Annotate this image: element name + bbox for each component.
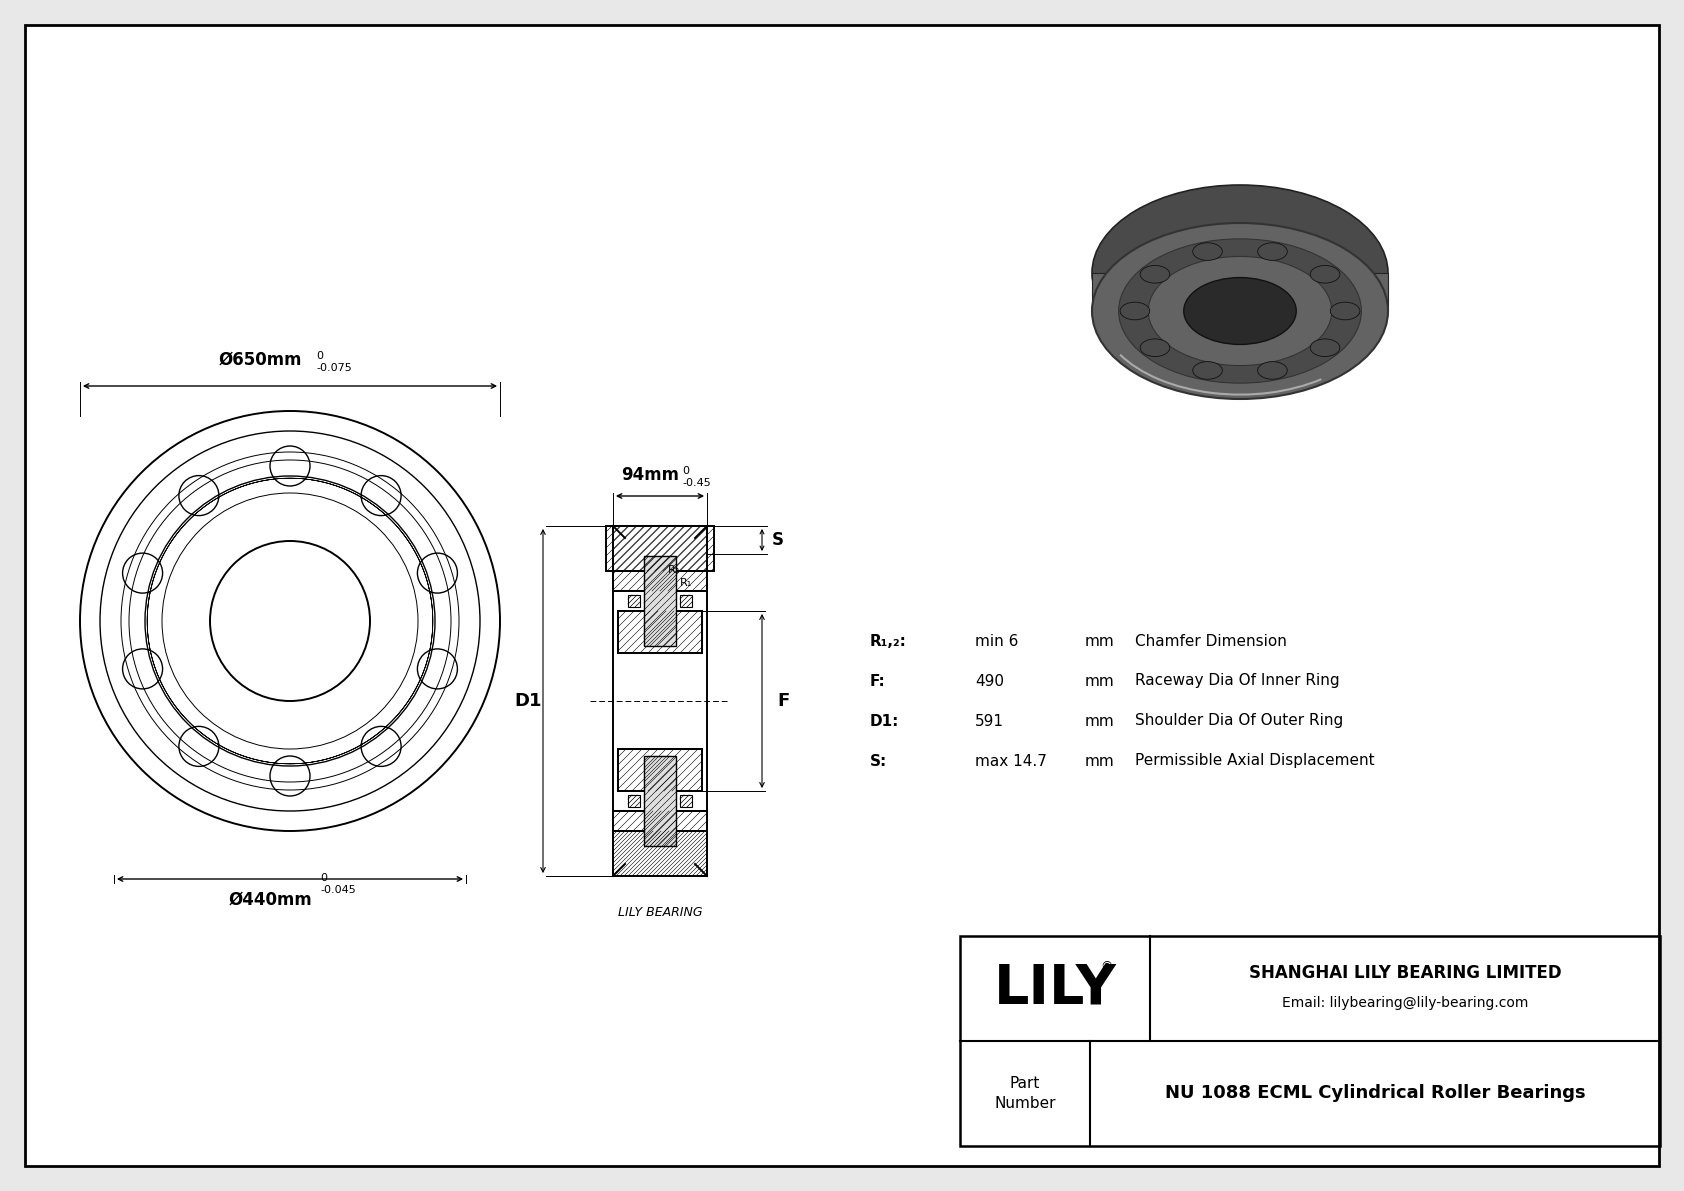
Ellipse shape: [1120, 303, 1150, 320]
Bar: [628, 596, 640, 607]
Ellipse shape: [1310, 339, 1340, 356]
Text: Raceway Dia Of Inner Ring: Raceway Dia Of Inner Ring: [1135, 673, 1340, 688]
Text: 591: 591: [975, 713, 1004, 729]
Text: D1:: D1:: [871, 713, 899, 729]
Text: max 14.7: max 14.7: [975, 754, 1047, 768]
Bar: [618, 611, 702, 653]
Text: Ø440mm: Ø440mm: [227, 891, 312, 909]
Ellipse shape: [1330, 303, 1361, 320]
Text: NU 1088 ECML Cylindrical Roller Bearings: NU 1088 ECML Cylindrical Roller Bearings: [1165, 1085, 1585, 1103]
Text: Ø650mm: Ø650mm: [219, 351, 301, 369]
Ellipse shape: [1184, 278, 1297, 344]
Bar: [613, 526, 707, 570]
Text: S: S: [771, 531, 785, 549]
Bar: [618, 749, 702, 791]
Ellipse shape: [1148, 256, 1332, 366]
Bar: [618, 749, 702, 791]
Text: 0: 0: [317, 351, 323, 361]
Bar: [960, 936, 1660, 1146]
Text: Part
Number: Part Number: [994, 1075, 1056, 1111]
Text: -0.45: -0.45: [682, 478, 711, 488]
Bar: [628, 796, 640, 807]
Text: LILY: LILY: [994, 961, 1116, 1016]
Ellipse shape: [1091, 223, 1388, 399]
Ellipse shape: [1258, 243, 1287, 261]
Polygon shape: [1091, 273, 1388, 311]
Text: F: F: [776, 692, 790, 710]
Text: ®: ®: [1101, 960, 1113, 973]
Text: 0: 0: [682, 466, 689, 476]
Ellipse shape: [1192, 362, 1223, 379]
Bar: [613, 831, 707, 877]
Text: R₁: R₁: [680, 578, 692, 588]
Text: Shoulder Dia Of Outer Ring: Shoulder Dia Of Outer Ring: [1135, 713, 1344, 729]
Ellipse shape: [1310, 266, 1340, 283]
Bar: [680, 796, 692, 807]
Bar: [613, 526, 707, 591]
Text: Chamfer Dimension: Chamfer Dimension: [1135, 634, 1287, 649]
Text: mm: mm: [1084, 673, 1115, 688]
Text: mm: mm: [1084, 634, 1115, 649]
Text: min 6: min 6: [975, 634, 1019, 649]
Text: R₂: R₂: [669, 565, 680, 575]
Bar: [613, 831, 707, 877]
Bar: [643, 556, 675, 646]
Text: 94mm: 94mm: [621, 466, 679, 484]
Bar: [643, 756, 675, 846]
Bar: [680, 596, 692, 607]
Text: 490: 490: [975, 673, 1004, 688]
Text: D1: D1: [514, 692, 542, 710]
Ellipse shape: [1118, 239, 1361, 384]
Ellipse shape: [1140, 266, 1170, 283]
Ellipse shape: [1091, 185, 1388, 361]
Ellipse shape: [1140, 339, 1170, 356]
Bar: [606, 526, 714, 570]
Ellipse shape: [1192, 243, 1223, 261]
Ellipse shape: [1258, 362, 1287, 379]
Text: SHANGHAI LILY BEARING LIMITED: SHANGHAI LILY BEARING LIMITED: [1250, 964, 1561, 981]
Text: F:: F:: [871, 673, 886, 688]
Text: -0.045: -0.045: [320, 885, 355, 894]
Text: S:: S:: [871, 754, 887, 768]
Text: LILY BEARING: LILY BEARING: [618, 906, 702, 919]
Bar: [613, 811, 707, 877]
Text: Permissible Axial Displacement: Permissible Axial Displacement: [1135, 754, 1374, 768]
Text: mm: mm: [1084, 754, 1115, 768]
Bar: [613, 811, 707, 877]
Text: 0: 0: [320, 873, 327, 883]
Text: -0.075: -0.075: [317, 363, 352, 373]
Bar: [613, 526, 707, 591]
Bar: [618, 611, 702, 653]
Text: R₁,₂:: R₁,₂:: [871, 634, 908, 649]
Text: Email: lilybearing@lily-bearing.com: Email: lilybearing@lily-bearing.com: [1282, 996, 1527, 1010]
Text: mm: mm: [1084, 713, 1115, 729]
